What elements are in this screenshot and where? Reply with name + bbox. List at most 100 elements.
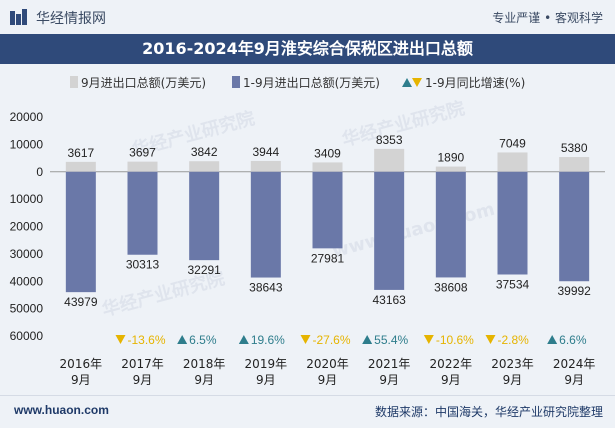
growth-up-triangle-icon — [547, 335, 558, 344]
x-category-label: 9月 — [564, 373, 584, 387]
x-category-label: 9月 — [133, 373, 153, 387]
footer: www.huaon.com 数据来源：中国海关，华经产业研究院整理 — [0, 395, 615, 428]
chart-legend: 9月进出口总额(万美元) 1-9月进出口总额(万美元) 1-9月同比增速(%) — [0, 72, 615, 92]
x-category-label: 2017年 — [121, 357, 164, 371]
growth-value-label: -13.6% — [128, 333, 166, 347]
monthly-bar — [250, 160, 281, 172]
footer-site: www.huaon.com — [14, 403, 109, 417]
monthly-bar — [189, 161, 220, 172]
x-category-label: 2018年 — [183, 357, 226, 371]
title-bar — [0, 34, 615, 64]
x-category-label: 9月 — [503, 373, 523, 387]
y-tick-label: 60000 — [10, 329, 44, 343]
x-category-label: 9月 — [379, 373, 399, 387]
cumulative-value-label: 27981 — [311, 251, 345, 265]
cumulative-value-label: 43163 — [372, 293, 406, 307]
monthly-value-label: 7049 — [499, 136, 526, 150]
y-tick-label: 20000 — [10, 220, 44, 234]
bar-chart: 20000 10000 0 10000 20000 30000 40000 50000 6000… — [10, 110, 605, 387]
legend-item-monthly: 9月进出口总额(万美元) — [70, 74, 206, 91]
growth-down-triangle-icon — [300, 335, 311, 344]
legend-label-cumulative: 1-9月进出口总额(万美元) — [243, 76, 380, 90]
cumulative-bar — [312, 171, 343, 249]
growth-value-label: 6.6% — [559, 333, 587, 347]
legend-label-growth: 1-9月同比增速(%) — [425, 76, 526, 90]
cumulative-value-label: 30313 — [126, 258, 160, 272]
x-category-label: 9月 — [318, 373, 338, 387]
growth-down-triangle-icon — [115, 335, 126, 344]
legend-swatch-monthly — [70, 76, 78, 88]
legend-down-triangle-icon — [412, 78, 422, 87]
growth-value-label: 6.5% — [189, 333, 217, 347]
y-tick-label: 10000 — [10, 137, 44, 151]
monthly-value-label: 3409 — [314, 146, 341, 160]
y-tick-label: 40000 — [10, 274, 44, 288]
monthly-value-label: 8353 — [376, 133, 403, 147]
monthly-bar — [127, 161, 158, 172]
chart-title: 2016-2024年9月淮安综合保税区进出口总额 — [142, 39, 473, 58]
monthly-bar — [559, 157, 590, 172]
monthly-value-label: 5380 — [561, 141, 588, 155]
x-category-label: 2019年 — [245, 357, 288, 371]
cumulative-value-label: 38608 — [434, 280, 468, 294]
x-category-label: 2020年 — [306, 357, 349, 371]
top-bar: 华经情报网 专业严谨 • 客观科学 — [0, 0, 615, 34]
growth-up-triangle-icon — [177, 335, 188, 344]
growth-value-label: -10.6% — [436, 333, 474, 347]
cumulative-bar — [250, 171, 281, 278]
monthly-value-label: 3944 — [252, 145, 279, 159]
growth-value-label: 55.4% — [374, 333, 408, 347]
monthly-value-label: 3842 — [191, 145, 218, 159]
cumulative-value-label: 39992 — [557, 284, 591, 298]
growth-value-label: -27.6% — [313, 333, 351, 347]
x-category-label: 9月 — [194, 373, 214, 387]
legend-swatch-cumulative — [232, 76, 240, 88]
cumulative-bar — [65, 171, 96, 293]
cumulative-value-label: 37534 — [496, 277, 530, 291]
legend-item-cumulative: 1-9月进出口总额(万美元) — [232, 74, 380, 91]
cumulative-bar — [559, 171, 590, 282]
y-tick-label: 10000 — [10, 192, 44, 206]
x-category-label: 2024年 — [553, 357, 596, 371]
y-tick-label: 0 — [36, 165, 43, 179]
monthly-value-label: 1890 — [437, 151, 464, 165]
monthly-bar — [374, 148, 405, 172]
y-tick-label: 30000 — [10, 247, 44, 261]
legend-label-monthly: 9月进出口总额(万美元) — [81, 76, 206, 90]
growth-up-triangle-icon — [362, 335, 373, 344]
x-category-label: 2016年 — [60, 357, 103, 371]
cumulative-bar — [435, 171, 466, 278]
huajing-logo-icon — [10, 9, 27, 25]
x-category-label: 9月 — [71, 373, 91, 387]
y-tick-label: 50000 — [10, 302, 44, 316]
x-category-label: 2022年 — [430, 357, 473, 371]
tagline: 专业严谨 • 客观科学 — [492, 11, 603, 25]
monthly-bar — [435, 166, 466, 172]
footer-source: 数据来源：中国海关，华经产业研究院整理 — [374, 405, 603, 419]
brand-name: 华经情报网 — [36, 11, 106, 27]
x-category-label: 9月 — [441, 373, 461, 387]
cumulative-value-label: 43979 — [64, 295, 98, 309]
growth-down-triangle-icon — [423, 335, 434, 344]
cumulative-value-label: 38643 — [249, 281, 283, 295]
x-category-label: 2023年 — [491, 357, 534, 371]
legend-item-growth: 1-9月同比增速(%) — [402, 74, 525, 91]
cumulative-bar — [127, 171, 158, 255]
x-category-label: 2021年 — [368, 357, 411, 371]
cumulative-bar — [497, 171, 528, 275]
growth-up-triangle-icon — [238, 335, 249, 344]
x-category-label: 9月 — [256, 373, 276, 387]
monthly-bar — [497, 152, 528, 172]
growth-value-label: 19.6% — [251, 333, 285, 347]
growth-value-label: -2.8% — [498, 333, 530, 347]
monthly-value-label: 3697 — [129, 146, 156, 160]
cumulative-value-label: 32291 — [187, 263, 221, 277]
monthly-bar — [65, 161, 96, 172]
growth-down-triangle-icon — [485, 335, 496, 344]
cumulative-bar — [374, 171, 405, 290]
monthly-bar — [312, 162, 343, 172]
cumulative-bar — [189, 171, 220, 261]
y-tick-label: 20000 — [10, 110, 44, 124]
legend-up-triangle-icon — [402, 78, 412, 87]
monthly-value-label: 3617 — [67, 146, 94, 160]
